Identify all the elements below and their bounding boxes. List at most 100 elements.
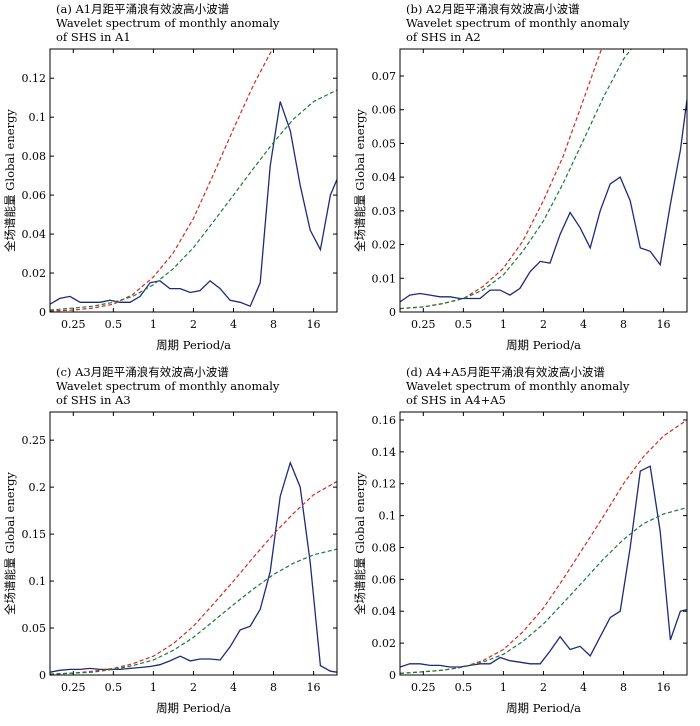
- x-tick-label: 8: [620, 318, 627, 331]
- title-line-1: (a) A1月距平涌浪有效波高小波谱: [56, 2, 230, 16]
- x-tick-label: 8: [620, 681, 627, 694]
- chart-title: (c) A3月距平涌浪有效波高小波谱 Wavelet spectrum of m…: [56, 365, 279, 407]
- green-dashed-line: [50, 548, 337, 675]
- y-tick-label: 0.04: [372, 171, 397, 184]
- y-tick-label: 0.01: [372, 272, 397, 285]
- spectrum-line: [50, 460, 337, 673]
- y-tick-label: 0.05: [372, 137, 397, 150]
- title-line-1: (d) A4+A5月距平涌浪有效波高小波谱: [406, 365, 605, 379]
- panel-c: (c) A3月距平涌浪有效波高小波谱 Wavelet spectrum of m…: [0, 363, 350, 726]
- y-tick-label: 0.08: [22, 150, 47, 163]
- chart-title: (a) A1月距平涌浪有效波高小波谱 Wavelet spectrum of m…: [56, 2, 279, 44]
- y-tick-label: 0: [39, 306, 46, 319]
- chart-a: 0.25 0.5 1 2 4 8 16 0 0.02 0.04 0.06 0.08 0.1 0.12 周期 …: [3, 48, 338, 352]
- x-tick-label: 1: [150, 681, 157, 694]
- y-tick-label: 0.1: [29, 575, 47, 588]
- chart-b: 0.25 0.5 1 2 4 8 16 0 0.01 0.02 0.03 0.04 0.05 0.06 0.…: [353, 48, 688, 352]
- plot-frame: [49, 48, 338, 313]
- y-tick-label: 0.1: [379, 510, 397, 523]
- y-axis-label: 全场谱能量 Global energy: [353, 472, 367, 615]
- y-tick-label: 0.15: [22, 528, 47, 541]
- x-tick-label: 0.5: [455, 681, 473, 694]
- title-line-2: Wavelet spectrum of monthly anomaly: [406, 16, 630, 30]
- title-line-3: of SHS in A4+A5: [406, 393, 506, 407]
- plot-frame: [49, 411, 338, 676]
- spectrum-line: [400, 465, 687, 668]
- x-tick-label: 16: [657, 318, 671, 331]
- y-tick-label: 0.02: [22, 267, 47, 280]
- x-tick-label: 0.5: [105, 681, 123, 694]
- chart-title: (b) A2月距平涌浪有效波高小波谱 Wavelet spectrum of m…: [406, 2, 629, 44]
- x-tick-label: 8: [270, 318, 277, 331]
- chart-d: 0.25 0.5 1 2 4 8 16 0 0.02 0.04 0.06 0.08 0.1 0.12 0.1…: [353, 411, 688, 715]
- y-axis-label: 全场谱能量 Global energy: [3, 109, 17, 252]
- y-tick-label: 0.06: [372, 104, 397, 117]
- x-tick-label: 0.5: [105, 318, 123, 331]
- x-tick-label: 0.25: [61, 681, 86, 694]
- green-dashed-line: [400, 507, 687, 674]
- red-dashed-line: [50, 49, 274, 312]
- panel-a: (a) A1月距平涌浪有效波高小波谱 Wavelet spectrum of m…: [0, 0, 350, 363]
- x-axis-label: 周期 Period/a: [156, 701, 231, 715]
- chart-c: 0.25 0.5 1 2 4 8 16 0 0.05 0.1 0.15 0.2 0.25 周期 Perio…: [3, 411, 338, 715]
- x-tick-label: 0.5: [455, 318, 473, 331]
- y-axis-label: 全场谱能量 Global energy: [3, 472, 17, 615]
- red-dashed-line: [50, 480, 337, 675]
- x-tick-label: 4: [230, 681, 237, 694]
- title-line-3: of SHS in A2: [406, 30, 481, 44]
- title-line-3: of SHS in A3: [56, 393, 131, 407]
- x-tick-label: 2: [540, 681, 547, 694]
- title-line-2: Wavelet spectrum of monthly anomaly: [56, 379, 280, 393]
- y-tick-label: 0: [389, 306, 396, 319]
- title-line-3: of SHS in A1: [56, 30, 131, 44]
- y-tick-label: 0: [39, 669, 46, 682]
- x-tick-label: 2: [190, 681, 197, 694]
- x-tick-label: 16: [657, 681, 671, 694]
- x-tick-label: 0.25: [61, 318, 86, 331]
- y-tick-label: 0.02: [372, 637, 397, 650]
- y-tick-label: 0.12: [22, 72, 47, 85]
- x-tick-label: 4: [580, 681, 587, 694]
- x-axis-label: 周期 Period/a: [156, 338, 231, 352]
- x-tick-label: 0.25: [411, 681, 436, 694]
- y-tick-label: 0.03: [372, 205, 397, 218]
- red-dashed-line: [400, 419, 687, 674]
- plot-frame: [399, 48, 688, 313]
- title-line-1: (c) A3月距平涌浪有效波高小波谱: [56, 365, 229, 379]
- y-tick-label: 0.08: [372, 541, 397, 554]
- x-tick-label: 4: [580, 318, 587, 331]
- chart-title: (d) A4+A5月距平涌浪有效波高小波谱 Wavelet spectrum o…: [406, 365, 629, 407]
- y-tick-label: 0.06: [372, 573, 397, 586]
- green-dashed-line: [400, 49, 633, 310]
- y-tick-label: 0.16: [372, 414, 397, 427]
- panel-b: (b) A2月距平涌浪有效波高小波谱 Wavelet spectrum of m…: [350, 0, 700, 363]
- y-tick-label: 0.1: [29, 111, 47, 124]
- y-axis-label: 全场谱能量 Global energy: [353, 109, 367, 252]
- y-tick-label: 0.2: [29, 481, 47, 494]
- y-tick-label: 0.14: [372, 446, 397, 459]
- green-dashed-line: [50, 89, 337, 311]
- spectrum-line: [400, 99, 687, 303]
- x-tick-label: 16: [307, 318, 321, 331]
- x-tick-label: 16: [307, 681, 321, 694]
- x-tick-label: 1: [500, 318, 507, 331]
- x-axis-label: 周期 Period/a: [506, 338, 581, 352]
- y-tick-label: 0.05: [22, 622, 47, 635]
- y-tick-label: 0.12: [372, 478, 397, 491]
- x-tick-label: 0.25: [411, 318, 436, 331]
- plot-frame: [399, 411, 688, 676]
- y-tick-label: 0.07: [372, 70, 397, 83]
- y-tick-label: 0.04: [372, 605, 397, 618]
- x-tick-label: 2: [190, 318, 197, 331]
- x-tick-label: 8: [270, 681, 277, 694]
- spectrum-line: [50, 101, 337, 308]
- x-axis-label: 周期 Period/a: [506, 701, 581, 715]
- y-tick-label: 0: [389, 669, 396, 682]
- y-tick-label: 0.04: [22, 228, 47, 241]
- red-dashed-line: [400, 49, 603, 310]
- title-line-1: (b) A2月距平涌浪有效波高小波谱: [406, 2, 580, 16]
- y-tick-label: 0.06: [22, 189, 47, 202]
- panel-d: (d) A4+A5月距平涌浪有效波高小波谱 Wavelet spectrum o…: [350, 363, 700, 726]
- x-tick-label: 1: [500, 681, 507, 694]
- x-tick-label: 1: [150, 318, 157, 331]
